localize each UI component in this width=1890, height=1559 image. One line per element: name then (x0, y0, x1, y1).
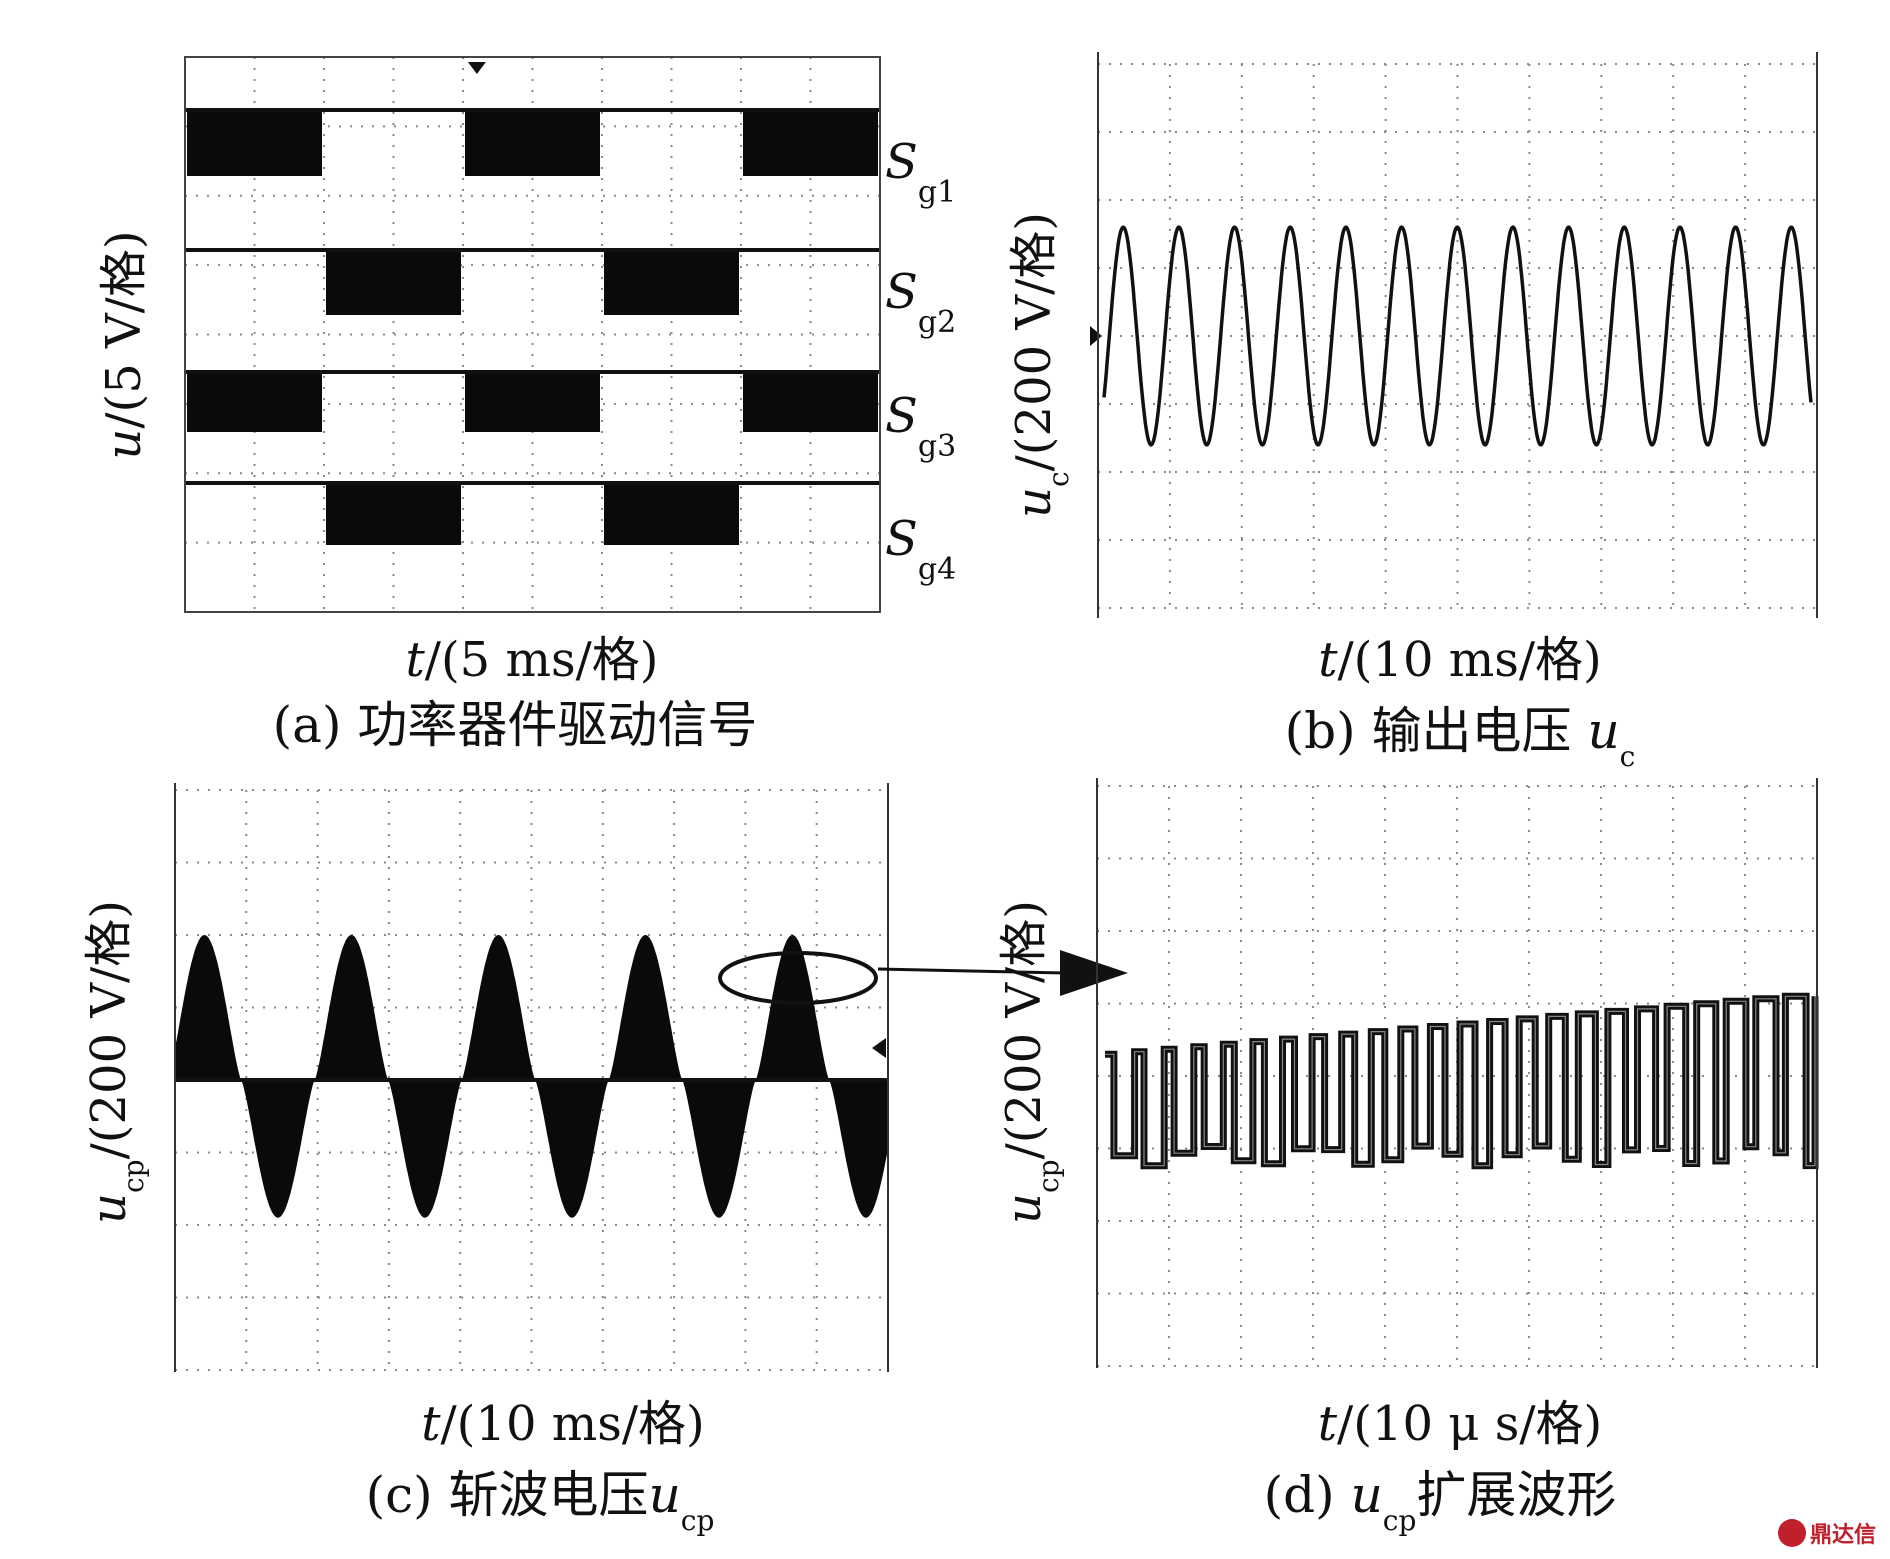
waveform-a (185, 62, 880, 545)
caption-d: (d) ucp扩展波形 (1264, 1466, 1617, 1537)
watermark: 鼎达信 (1777, 1517, 1876, 1549)
x-axis-label-a: t/(5 ms/格) (405, 632, 658, 688)
gate-signal-Sg1-pulse-block (743, 110, 878, 176)
gate-signal-Sg3-pulse-block (187, 372, 322, 432)
chopped-negative-lobe (535, 1080, 609, 1218)
trigger-marker (467, 62, 486, 74)
panel-a: Sg1 Sg2 Sg3 Sg4 u/(5 V/格) t/(5 ms/格) (a)… (96, 56, 956, 754)
caption-b: (b) 输出电压 uc (1285, 702, 1636, 773)
zoom-arrow (877, 950, 1128, 996)
gate-signal-Sg4-pulse-block (604, 483, 739, 545)
pwm-pulse-trace-highlight (1105, 995, 1816, 1167)
gate-signal-Sg1-pulse-block (187, 110, 322, 176)
watermark-logo-icon (1777, 1519, 1806, 1547)
gate-signal-Sg2-pulse-block (326, 250, 461, 315)
signal-label-sg3: Sg3 (885, 388, 956, 464)
watermark-text: 鼎达信 (1809, 1523, 1876, 1548)
caption-c: (c) 斩波电压ucp (366, 1466, 715, 1537)
signal-label-sg4: Sg4 (885, 511, 956, 587)
chopped-negative-lobe (241, 1080, 315, 1218)
gate-signal-Sg2-pulse-block (604, 250, 739, 315)
panel-d: ucp/(200 V/格) t/(10 μ s/格) (d) ucp扩展波形 (996, 778, 1819, 1537)
y-axis-label-d: ucp/(200 V/格) (996, 900, 1065, 1224)
chopped-negative-lobe (388, 1080, 462, 1218)
signal-label-sg1: Sg1 (885, 134, 956, 210)
chopped-positive-lobe (461, 935, 536, 1080)
grid-b (1097, 63, 1818, 609)
chopped-positive-lobe (608, 935, 683, 1080)
gate-signal-Sg3-pulse-block (465, 372, 600, 432)
x-axis-label-d: t/(10 μ s/格) (1318, 1396, 1603, 1452)
panel-c: ucp/(200 V/格) t/(10 ms/格) (c) 斩波电压ucp (81, 783, 889, 1537)
signal-label-sg2: Sg2 (885, 264, 956, 340)
plot-frame-a (184, 56, 881, 613)
chopped-negative-lobe (829, 1080, 888, 1218)
caption-a: (a) 功率器件驱动信号 (273, 696, 758, 754)
y-axis-label-c: ucp/(200 V/格) (81, 900, 150, 1224)
y-axis-label-b: uc/(200 V/格) (1006, 212, 1075, 518)
y-axis-label-a: u/(5 V/格) (96, 230, 152, 459)
x-axis-label-c: t/(10 ms/格) (421, 1396, 705, 1452)
gate-signal-Sg3-pulse-block (743, 372, 878, 432)
chopped-positive-lobe (314, 935, 389, 1080)
panel-b: uc/(200 V/格) t/(10 ms/格) (b) 输出电压 uc (1006, 52, 1818, 773)
trigger-level-marker (872, 1038, 886, 1058)
gate-signal-Sg1-pulse-block (465, 110, 600, 176)
chopped-positive-lobe (755, 935, 830, 1080)
zoom-region-ellipse (718, 951, 878, 1005)
chopped-positive-lobe (175, 935, 242, 1080)
gate-signal-Sg4-pulse-block (326, 483, 461, 545)
waveform-d (1105, 992, 1819, 1170)
x-axis-label-b: t/(10 ms/格) (1318, 632, 1602, 688)
waveform-b (1090, 225, 1813, 447)
waveform-c (175, 935, 888, 1218)
ground-marker (1090, 326, 1102, 346)
chopped-negative-lobe (682, 1080, 756, 1218)
output-voltage-trace (1102, 225, 1813, 447)
